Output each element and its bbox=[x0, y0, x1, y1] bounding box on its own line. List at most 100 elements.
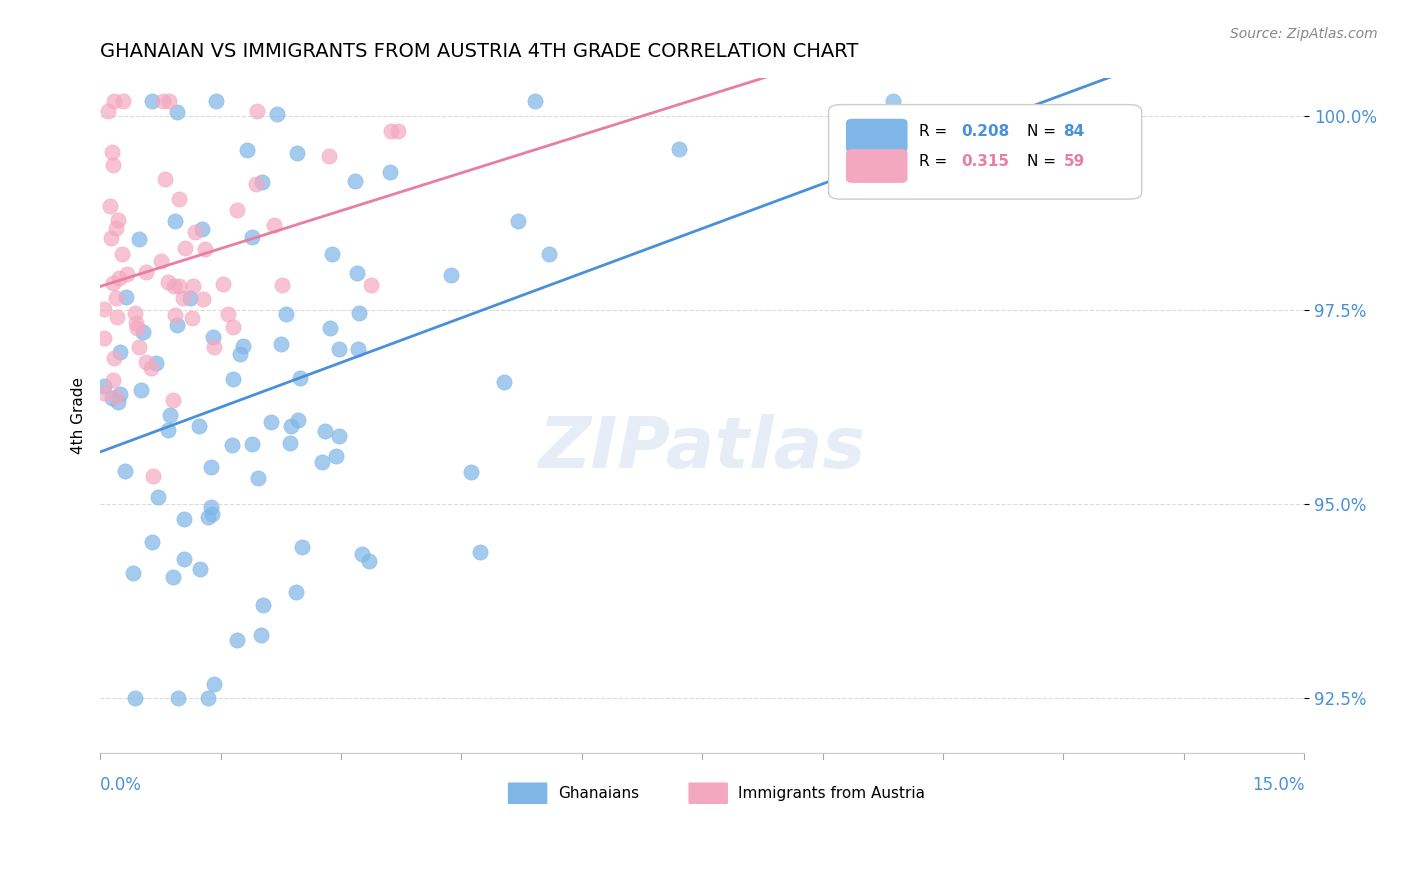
Point bbox=[217, 306, 239, 320]
Point bbox=[152, 94, 174, 108]
Point bbox=[156, 424, 179, 438]
Point bbox=[325, 449, 347, 463]
Point bbox=[328, 343, 350, 357]
Point bbox=[139, 360, 162, 375]
Point bbox=[939, 124, 962, 138]
Text: N =: N = bbox=[1028, 124, 1062, 139]
Point bbox=[245, 177, 267, 191]
Point bbox=[156, 276, 179, 290]
Point bbox=[124, 691, 146, 706]
Point bbox=[280, 419, 302, 434]
Point bbox=[221, 372, 243, 386]
Point bbox=[169, 279, 191, 293]
Point bbox=[357, 554, 380, 568]
Point bbox=[202, 677, 225, 691]
Point bbox=[328, 429, 350, 443]
Point bbox=[232, 339, 254, 353]
Point bbox=[135, 355, 157, 369]
Point bbox=[492, 375, 515, 389]
Text: R =: R = bbox=[920, 124, 952, 139]
Point bbox=[117, 267, 139, 281]
Point bbox=[115, 290, 138, 304]
Point bbox=[162, 570, 184, 584]
Text: GHANAIAN VS IMMIGRANTS FROM AUSTRIA 4TH GRADE CORRELATION CHART: GHANAIAN VS IMMIGRANTS FROM AUSTRIA 4TH … bbox=[100, 42, 859, 61]
Point bbox=[141, 534, 163, 549]
Point bbox=[188, 419, 211, 434]
Point bbox=[159, 408, 181, 422]
Point bbox=[240, 437, 263, 451]
Point bbox=[222, 320, 245, 334]
Point bbox=[166, 104, 188, 119]
Point bbox=[360, 277, 382, 292]
Point bbox=[98, 199, 121, 213]
Point bbox=[173, 552, 195, 566]
Text: Source: ZipAtlas.com: Source: ZipAtlas.com bbox=[1230, 27, 1378, 41]
Point bbox=[378, 164, 401, 178]
Text: R =: R = bbox=[920, 154, 952, 169]
Point bbox=[311, 455, 333, 469]
Text: ZIPatlas: ZIPatlas bbox=[538, 415, 866, 483]
Point bbox=[93, 331, 115, 345]
Point bbox=[225, 633, 247, 648]
Point bbox=[252, 175, 274, 189]
Point bbox=[321, 247, 343, 261]
Point bbox=[318, 149, 340, 163]
Point bbox=[380, 124, 402, 138]
Point bbox=[460, 465, 482, 479]
Point bbox=[285, 585, 308, 599]
Point bbox=[174, 241, 197, 255]
Point bbox=[287, 413, 309, 427]
Point bbox=[155, 171, 177, 186]
Point bbox=[114, 464, 136, 478]
Text: 0.208: 0.208 bbox=[962, 124, 1010, 139]
Point bbox=[278, 436, 301, 450]
Point bbox=[101, 391, 124, 405]
Point bbox=[184, 226, 207, 240]
Point bbox=[93, 302, 115, 317]
Point bbox=[110, 345, 132, 359]
Point bbox=[128, 340, 150, 354]
Point bbox=[200, 459, 222, 474]
Point bbox=[314, 425, 336, 439]
Point bbox=[145, 356, 167, 370]
Text: 0.0%: 0.0% bbox=[100, 776, 142, 794]
Point bbox=[270, 337, 292, 351]
Point bbox=[197, 691, 219, 706]
Point bbox=[440, 268, 463, 282]
Point bbox=[103, 94, 125, 108]
Point bbox=[163, 278, 186, 293]
Point bbox=[274, 307, 297, 321]
Point bbox=[167, 691, 190, 706]
Y-axis label: 4th Grade: 4th Grade bbox=[72, 376, 86, 454]
Point bbox=[252, 599, 274, 613]
Point bbox=[172, 291, 194, 305]
Point bbox=[263, 218, 285, 232]
Point bbox=[221, 438, 243, 452]
Point bbox=[125, 321, 148, 335]
Point bbox=[250, 628, 273, 642]
Text: 59: 59 bbox=[1063, 154, 1084, 169]
Point bbox=[181, 279, 204, 293]
Point bbox=[122, 566, 145, 581]
Text: Immigrants from Austria: Immigrants from Austria bbox=[738, 786, 925, 801]
Point bbox=[107, 395, 129, 409]
Point bbox=[290, 371, 312, 385]
Point bbox=[226, 202, 249, 217]
Point bbox=[128, 232, 150, 246]
Point bbox=[173, 512, 195, 526]
Point bbox=[668, 142, 690, 156]
Point bbox=[132, 325, 155, 339]
Point bbox=[104, 390, 127, 404]
Point bbox=[266, 107, 288, 121]
Point bbox=[352, 547, 374, 561]
Point bbox=[202, 340, 225, 354]
FancyBboxPatch shape bbox=[688, 781, 728, 805]
Point bbox=[229, 346, 252, 360]
Point bbox=[100, 145, 122, 159]
Point bbox=[162, 393, 184, 408]
Point bbox=[271, 277, 294, 292]
Point bbox=[105, 310, 128, 325]
Text: Ghanaians: Ghanaians bbox=[558, 786, 638, 801]
Text: 84: 84 bbox=[1063, 124, 1084, 139]
Point bbox=[344, 174, 367, 188]
